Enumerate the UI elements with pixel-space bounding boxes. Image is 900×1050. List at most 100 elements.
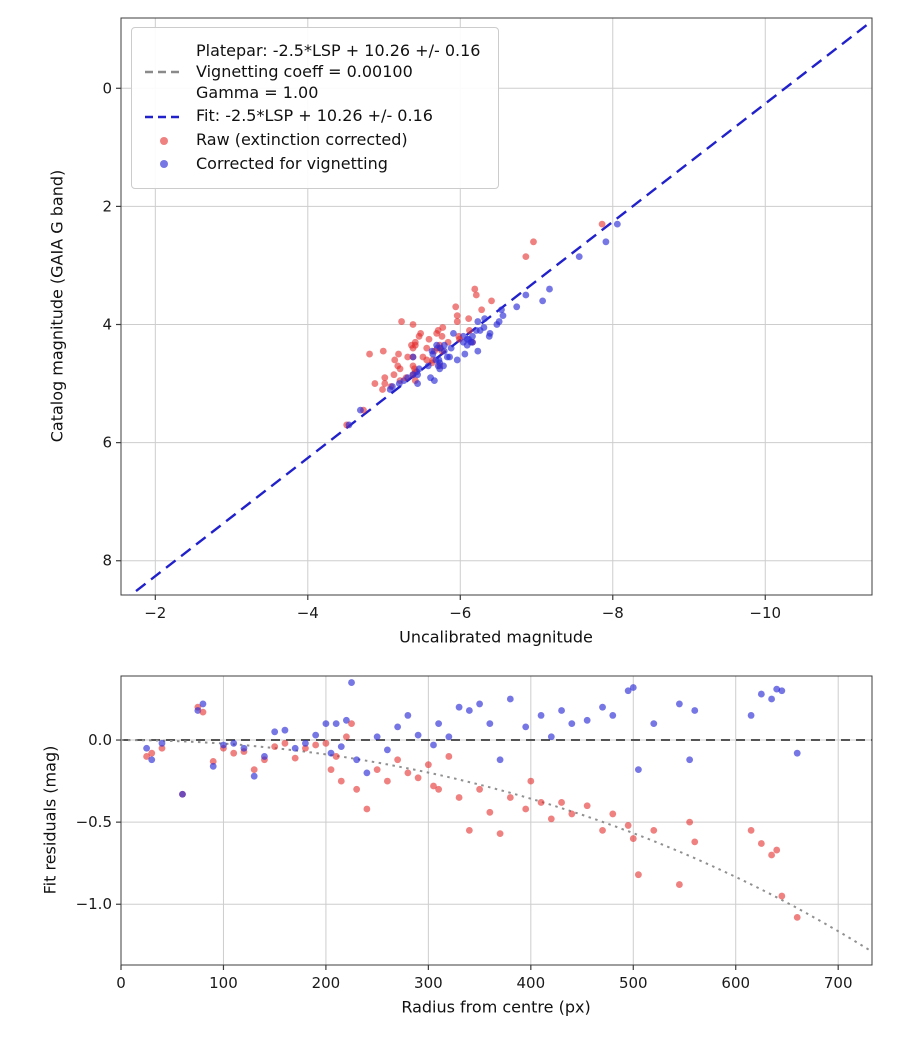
corrected-residual-point (675, 700, 683, 708)
raw-residual-point (302, 744, 309, 752)
x-tick-label: 700 (824, 974, 853, 992)
x-tick-label: 200 (312, 974, 341, 992)
corrected-residual-point (312, 731, 320, 739)
corrected-residual-point (624, 687, 632, 695)
legend-platepar-line3: Gamma = 1.00 (196, 82, 319, 102)
corrected-residual-point (558, 707, 565, 714)
raw-point (434, 327, 442, 334)
corrected-residual-point (332, 720, 340, 728)
corrected-point (546, 285, 553, 293)
top-y-axis-label: Catalog magnitude (GAIA G band) (47, 169, 67, 443)
raw-point (381, 374, 389, 382)
corrected-point (428, 347, 436, 355)
raw-point (466, 327, 473, 334)
vignetting-model-curve (121, 739, 872, 952)
corrected-residual-point (143, 744, 151, 752)
corrected-residual-point (414, 731, 422, 739)
raw-residual-point (496, 830, 504, 838)
x-tick-label: 600 (721, 974, 750, 992)
raw-residual-point (609, 810, 617, 818)
corrected-residual-point (240, 744, 248, 752)
corrected-point (357, 406, 364, 414)
x-tick-label: 500 (619, 974, 648, 992)
corrected-point (424, 362, 432, 370)
raw-point (423, 344, 431, 352)
raw-residual-point (148, 749, 156, 757)
corrected-point (415, 365, 423, 373)
corrected-point (499, 312, 507, 320)
raw-point (522, 253, 530, 260)
raw-residual-point (568, 810, 576, 818)
corrected-residual-point (209, 762, 217, 770)
legend-fit-label: Fit: -2.5*LSP + 10.26 +/- 0.16 (196, 106, 433, 126)
raw-point (394, 362, 402, 370)
raw-point (478, 306, 486, 314)
corrected-point (513, 303, 521, 311)
raw-point (379, 347, 387, 355)
raw-point (398, 318, 405, 325)
legend-platepar-text: Platepar: -2.5*LSP + 10.26 +/- 0.16 Vign… (196, 41, 480, 103)
raw-residual-point (522, 805, 530, 813)
x-tick-label: 300 (414, 974, 443, 992)
raw-point (390, 371, 398, 379)
corrected-residual-point (650, 720, 658, 728)
raw-residual-point (635, 871, 642, 879)
corrected-point (463, 335, 471, 343)
raw-residual-point (291, 754, 299, 762)
gray-dashed-line-marker (144, 68, 184, 76)
raw-residual-point (675, 881, 683, 888)
legend-platepar-line1: Platepar: -2.5*LSP + 10.26 +/- 0.16 (196, 41, 481, 60)
y-tick-label: 0.0 (88, 731, 112, 749)
raw-residual-point (445, 753, 453, 760)
corrected-residual-point (476, 700, 483, 708)
corrected-point (427, 374, 434, 382)
corrected-residual-point (691, 707, 699, 714)
raw-residual-point (527, 777, 535, 785)
red-dot-marker (160, 136, 168, 145)
corrected-residual-point (302, 739, 309, 747)
raw-point (423, 356, 431, 364)
raw-point (409, 321, 417, 328)
corrected-residual-point (445, 733, 453, 741)
x-tick-label: 100 (209, 974, 238, 992)
corrected-residual-point (373, 733, 381, 741)
x-tick-label: −4 (297, 604, 319, 622)
corrected-residual-point (773, 685, 781, 693)
legend-entry-platepar: Platepar: -2.5*LSP + 10.26 +/- 0.16 Vign… (144, 41, 480, 103)
raw-point (379, 386, 386, 393)
corrected-point (434, 362, 442, 370)
corrected-residual-point (527, 668, 534, 675)
raw-point (425, 335, 433, 343)
raw-residual-point (424, 761, 432, 769)
corrected-point (486, 329, 494, 337)
corrected-residual-point (768, 695, 775, 703)
x-tick-label: −2 (144, 604, 166, 622)
corrected-point (409, 371, 417, 379)
corrected-point (498, 306, 505, 314)
corrected-residual-point (281, 726, 289, 734)
raw-point (598, 220, 606, 228)
raw-residual-point (199, 708, 207, 716)
corrected-residual-point (250, 772, 258, 780)
corrected-point (414, 380, 421, 387)
corrected-residual-point (599, 703, 606, 711)
raw-point (404, 353, 412, 361)
corrected-residual-point (179, 790, 186, 798)
legend: Platepar: -2.5*LSP + 10.26 +/- 0.16 Vign… (131, 27, 500, 189)
raw-residual-point (583, 802, 591, 810)
corrected-residual-point (435, 720, 443, 728)
corrected-residual-point (291, 744, 299, 752)
raw-residual-point (624, 822, 632, 829)
blue-dot-marker (160, 160, 168, 169)
raw-residual-point (691, 838, 699, 846)
raw-point (472, 291, 480, 299)
corrected-point (469, 338, 476, 346)
corrected-residual-point (353, 756, 361, 764)
raw-residual-point (793, 913, 801, 921)
raw-residual-point (143, 753, 151, 760)
raw-point (381, 380, 389, 387)
corrected-point (469, 332, 476, 340)
corrected-residual-point (158, 739, 166, 747)
raw-residual-point (650, 826, 658, 834)
corrected-residual-point (635, 766, 642, 773)
